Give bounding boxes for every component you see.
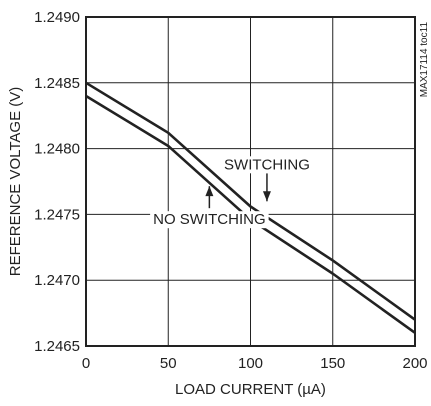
- series-line-switching: [85, 81, 416, 321]
- plot-frame: [85, 16, 416, 347]
- x-tick-label: 0: [82, 355, 90, 372]
- x-axis-label: LOAD CURRENT (µA): [175, 381, 326, 398]
- annotation-arrows: [205, 173, 271, 209]
- annotation-label-switching: SWITCHING: [224, 156, 310, 173]
- annotation-arrow-head: [262, 191, 271, 202]
- y-tick-label: 1.2465: [34, 338, 80, 355]
- y-tick-label: 1.2470: [34, 272, 80, 289]
- y-tick-label: 1.2490: [34, 9, 80, 26]
- x-tick-label: 100: [238, 355, 263, 372]
- annotation-backing: [221, 156, 313, 174]
- annotation-arrow-head: [205, 186, 214, 197]
- x-tick-label: 50: [160, 355, 177, 372]
- y-tick-label: 1.2475: [34, 206, 80, 223]
- annotations: SWITCHING NO SWITCHING: [150, 156, 313, 229]
- x-tick-label: 200: [402, 355, 427, 372]
- y-tick-label: 1.2485: [34, 75, 80, 92]
- annotation-label-no-switching: NO SWITCHING: [153, 211, 266, 228]
- figure-code: MAX17114 toc11: [419, 22, 430, 98]
- x-tick-label: 150: [320, 355, 345, 372]
- annotation-backing: [150, 211, 269, 229]
- y-axis-label: REFERENCE VOLTAGE (V): [7, 87, 24, 276]
- y-tick-label: 1.2480: [34, 141, 80, 158]
- tick-labels: 0 50 100 150 200 1.2465 1.2470 1.2475 1.2480 1.24…: [34, 9, 427, 372]
